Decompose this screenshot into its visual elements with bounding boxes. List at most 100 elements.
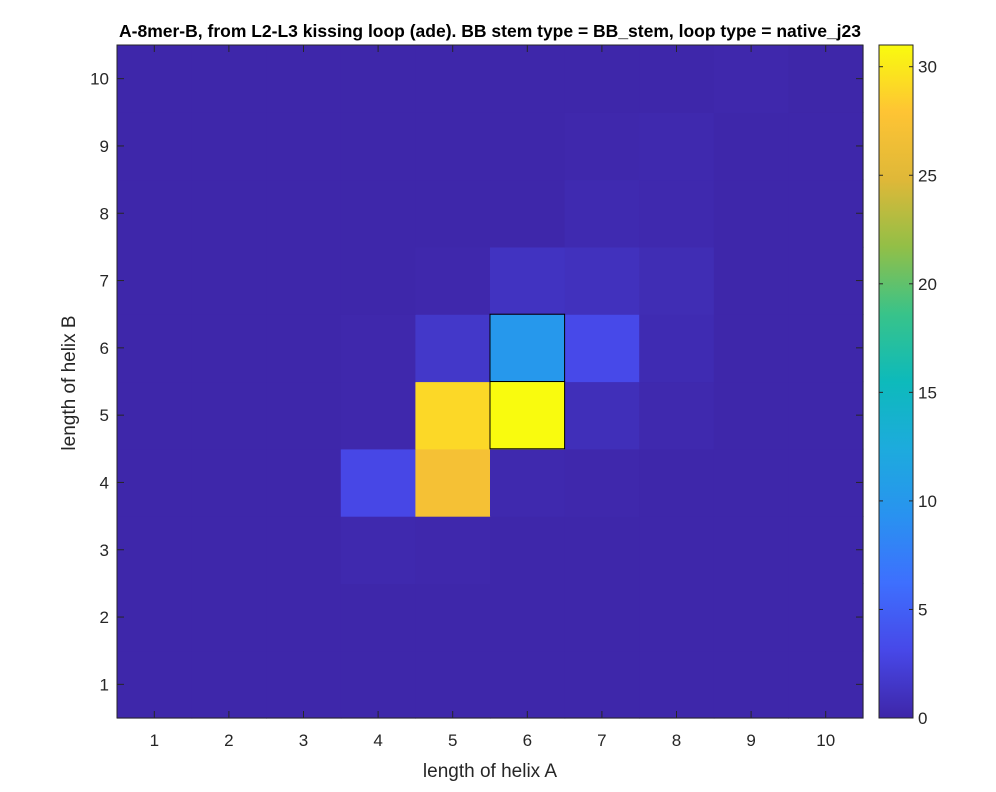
- heatmap-cell-x8-y8: [639, 179, 715, 248]
- heatmap-cell-x6-y6: [490, 314, 566, 383]
- heatmap-cell-x4-y7: [340, 246, 416, 315]
- heatmap-cell-x7-y7: [564, 246, 640, 315]
- heatmap-cell-x3-y5: [266, 381, 342, 450]
- heatmap-cell-x9-y2: [713, 583, 789, 652]
- heatmap-cell-x6-y8: [490, 179, 566, 248]
- heatmap-cell-x9-y10: [713, 45, 789, 113]
- heatmap-cell-x8-y7: [639, 246, 715, 315]
- heatmap-cell-x3-y4: [266, 448, 342, 517]
- heatmap-cell-x7-y3: [564, 516, 640, 584]
- heatmap-cell-x6-y3: [490, 516, 566, 584]
- x-tick-label: 9: [746, 731, 755, 750]
- heatmap-cell-x3-y8: [266, 179, 342, 248]
- heatmap-cell-x6-y10: [490, 45, 566, 113]
- heatmap-cell-x2-y7: [191, 246, 267, 315]
- heatmap-cell-x2-y1: [191, 650, 267, 719]
- heatmap-cell-x3-y9: [266, 112, 342, 181]
- heatmap-cell-x4-y10: [340, 45, 416, 113]
- heatmap-cell-x9-y5: [713, 381, 789, 450]
- heatmap-cell-x6-y4: [490, 448, 566, 517]
- colorbar-tick-label: 15: [918, 383, 937, 402]
- heatmap-cell-x9-y9: [713, 112, 789, 181]
- heatmap-cell-x4-y8: [340, 179, 416, 248]
- highlight-cell-x6-y5: [489, 381, 566, 450]
- heatmap-cell-x5-y6: [415, 314, 491, 383]
- heatmap-cell-x7-y10: [564, 45, 640, 113]
- heatmap-cell-x7-y9: [564, 112, 640, 181]
- colorbar: [878, 44, 914, 719]
- heatmap-cell-x1-y1: [117, 650, 193, 719]
- y-tick-label: 5: [100, 406, 109, 425]
- x-tick-label: 5: [448, 731, 457, 750]
- heatmap-cell-x5-y9: [415, 112, 491, 181]
- heatmap-cell-x2-y8: [191, 179, 267, 248]
- colorbar-ticks: 0 5 10 15 20 25 30: [879, 58, 937, 728]
- heatmap-cell-x8-y6: [639, 314, 715, 383]
- heatmap-cell-x7-y1: [564, 650, 640, 719]
- x-tick-label: 4: [373, 731, 382, 750]
- colorbar-tick-label: 30: [918, 58, 937, 77]
- y-tick-label: 3: [100, 541, 109, 560]
- heatmap-cell-x9-y3: [713, 516, 789, 584]
- heatmap-cell-x9-y7: [713, 246, 789, 315]
- y-tick-label: 2: [100, 608, 109, 627]
- heatmap-cell-x5-y10: [415, 45, 491, 113]
- y-tick-label: 6: [100, 339, 109, 358]
- heatmap-cell-x7-y5: [564, 381, 640, 450]
- heatmap-cell-x10-y5: [788, 381, 864, 450]
- heatmap-cell-x6-y1: [490, 650, 566, 719]
- y-tick-label: 10: [90, 70, 109, 89]
- x-axis-ticks: 1 2 3 4 5 6 7 8 9 10: [150, 45, 835, 750]
- heatmap-cell-x6-y5: [490, 381, 566, 450]
- chart-title: A-8mer-B, from L2-L3 kissing loop (ade).…: [119, 21, 861, 41]
- heatmap-cell-x10-y4: [788, 448, 864, 517]
- heatmap-cell-x2-y2: [191, 583, 267, 652]
- heatmap-cell-x8-y2: [639, 583, 715, 652]
- y-axis-ticks: 1 2 3 4 5 6 7 8 9 10: [90, 70, 863, 694]
- heatmap-cell-x10-y10: [788, 45, 864, 113]
- heatmap-cell-x8-y4: [639, 448, 715, 517]
- colorbar-tick-label: 0: [918, 709, 927, 728]
- heatmap-cell-x5-y7: [415, 246, 491, 315]
- highlighted-cells: [489, 313, 566, 450]
- heatmap-cell-x3-y1: [266, 650, 342, 719]
- heatmap-cell-x1-y7: [117, 246, 193, 315]
- heatmap-cell-x4-y2: [340, 583, 416, 652]
- heatmap-cell-x2-y3: [191, 516, 267, 584]
- heatmap-cell-x3-y3: [266, 516, 342, 584]
- heatmap-cells: [117, 45, 864, 719]
- heatmap-cell-x8-y1: [639, 650, 715, 719]
- heatmap-cell-x1-y6: [117, 314, 193, 383]
- heatmap-cell-x8-y10: [639, 45, 715, 113]
- x-tick-label: 1: [150, 731, 159, 750]
- heatmap-cell-x6-y7: [490, 246, 566, 315]
- heatmap-cell-x9-y1: [713, 650, 789, 719]
- heatmap-cell-x2-y4: [191, 448, 267, 517]
- heatmap-cell-x8-y9: [639, 112, 715, 181]
- heatmap-cell-x4-y5: [340, 381, 416, 450]
- heatmap-cell-x2-y5: [191, 381, 267, 450]
- heatmap-cell-x10-y1: [788, 650, 864, 719]
- y-tick-label: 7: [100, 272, 109, 291]
- heatmap-cell-x9-y6: [713, 314, 789, 383]
- heatmap-cell-x4-y4: [340, 448, 416, 517]
- x-tick-label: 6: [523, 731, 532, 750]
- heatmap-cell-x5-y5: [415, 381, 491, 450]
- heatmap-cell-x10-y8: [788, 179, 864, 248]
- plot-area-border: [116, 44, 864, 719]
- y-tick-label: 9: [100, 137, 109, 156]
- heatmap-cell-x1-y10: [117, 45, 193, 113]
- x-tick-label: 7: [597, 731, 606, 750]
- heatmap-cell-x4-y6: [340, 314, 416, 383]
- heatmap-cell-x2-y9: [191, 112, 267, 181]
- heatmap-cell-x5-y4: [415, 448, 491, 517]
- heatmap-cell-x7-y6: [564, 314, 640, 383]
- heatmap-cell-x10-y7: [788, 246, 864, 315]
- heatmap-cell-x4-y3: [340, 516, 416, 584]
- heatmap-cell-x7-y4: [564, 448, 640, 517]
- x-tick-label: 2: [224, 731, 233, 750]
- x-axis-label: length of helix A: [423, 761, 557, 782]
- y-tick-label: 4: [100, 473, 109, 492]
- heatmap-cell-x1-y5: [117, 381, 193, 450]
